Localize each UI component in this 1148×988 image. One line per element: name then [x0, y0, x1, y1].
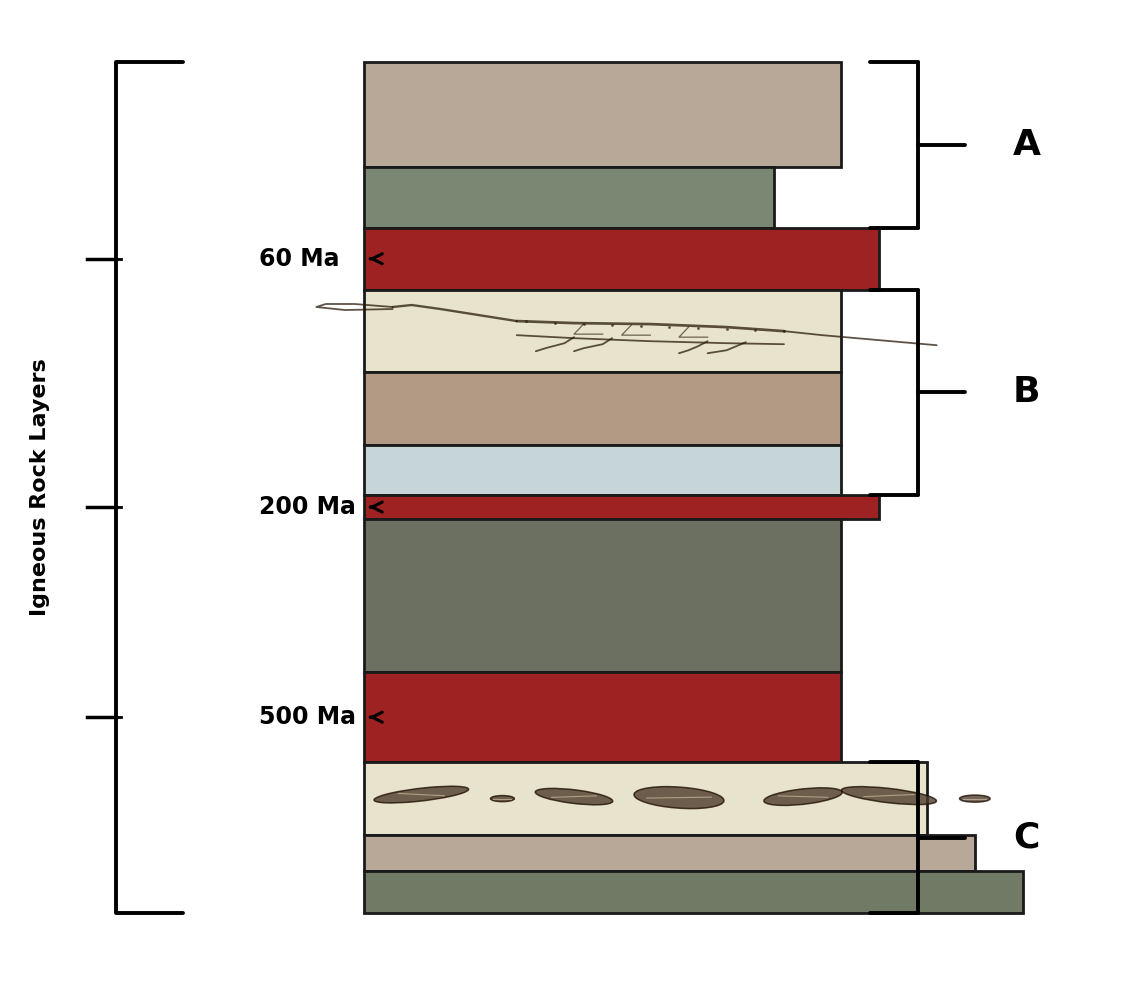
- Ellipse shape: [841, 786, 937, 804]
- Bar: [364, 445, 841, 495]
- Text: C: C: [1013, 821, 1039, 855]
- Text: B: B: [1013, 375, 1040, 409]
- Ellipse shape: [634, 786, 724, 808]
- Ellipse shape: [960, 795, 990, 802]
- Bar: [364, 61, 841, 167]
- Text: 500 Ma: 500 Ma: [259, 705, 356, 729]
- Bar: [364, 167, 775, 227]
- Bar: [364, 495, 879, 519]
- Bar: [364, 871, 1023, 913]
- Bar: [364, 372, 841, 445]
- Bar: [364, 519, 841, 672]
- Bar: [364, 672, 841, 763]
- Bar: [364, 289, 841, 372]
- Bar: [364, 835, 975, 871]
- Bar: [364, 763, 928, 835]
- Ellipse shape: [763, 787, 843, 805]
- Text: A: A: [1013, 127, 1041, 162]
- Ellipse shape: [490, 795, 514, 801]
- Text: Igneous Rock Layers: Igneous Rock Layers: [30, 359, 49, 617]
- Text: 60 Ma: 60 Ma: [259, 247, 340, 271]
- Ellipse shape: [374, 786, 468, 803]
- Ellipse shape: [535, 788, 613, 805]
- Bar: [364, 227, 879, 289]
- Text: 200 Ma: 200 Ma: [259, 495, 356, 519]
